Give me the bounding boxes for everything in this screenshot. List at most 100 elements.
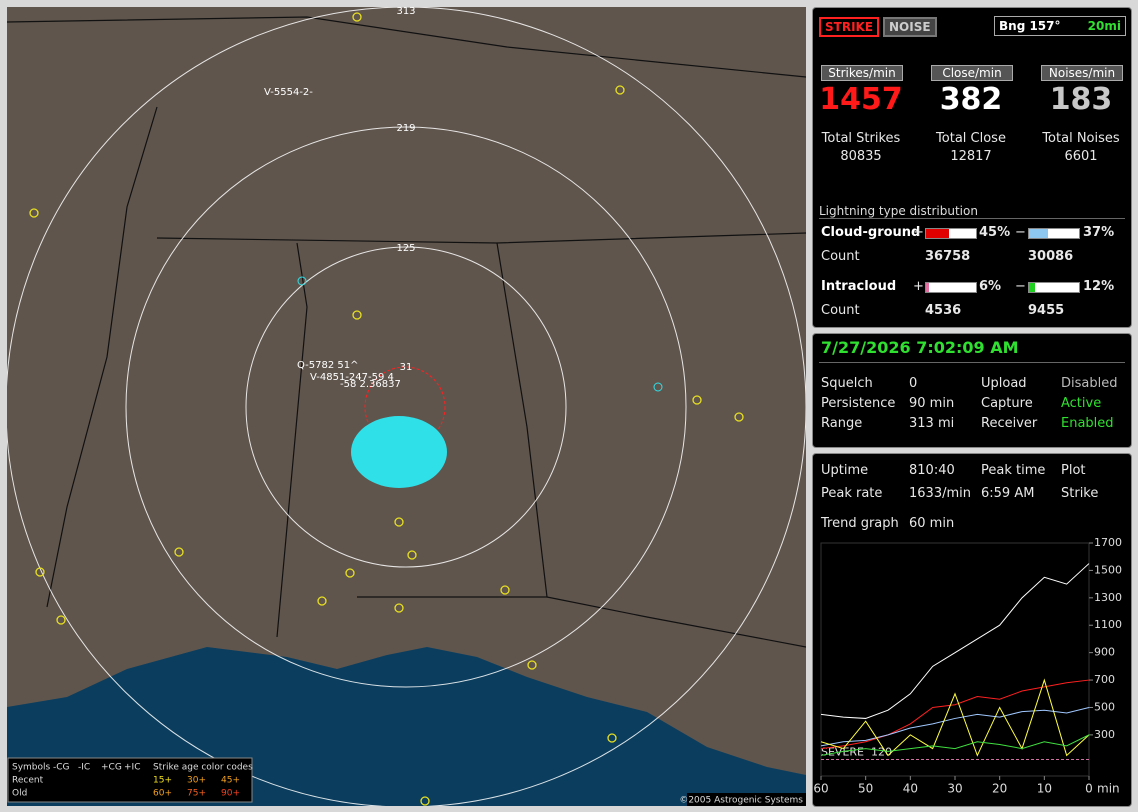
copyright-box xyxy=(687,793,806,806)
datetime: 7/27/2026 7:02:09 AM xyxy=(821,338,1019,357)
legend-age: 90+ xyxy=(221,789,240,799)
bearing-box: Bng 157° 20mi xyxy=(994,16,1126,36)
bar-track xyxy=(925,282,977,293)
stat-label: Peak rate xyxy=(821,486,883,501)
legend-age: 60+ xyxy=(153,789,172,799)
bar-fill xyxy=(1029,283,1035,292)
trend-line xyxy=(820,678,1090,757)
status-value: 0 xyxy=(909,376,918,391)
y-tick-label: 1300 xyxy=(1094,591,1122,604)
y-tick-label: 1700 xyxy=(1094,536,1122,549)
strike-symbol xyxy=(394,517,404,527)
total-value: 12817 xyxy=(950,149,992,164)
separator xyxy=(819,218,1125,219)
x-tick-label: 30 xyxy=(947,782,962,796)
count: 9455 xyxy=(1028,303,1065,318)
strike-symbol xyxy=(297,276,307,286)
stat-value: 60 min xyxy=(909,516,955,531)
border xyxy=(546,596,806,648)
percent: 45% xyxy=(979,225,1011,240)
strike-symbol xyxy=(734,412,744,422)
legend-text: +CG xyxy=(101,763,122,773)
x-tick-label: 50 xyxy=(858,782,873,796)
strike-symbol xyxy=(174,547,184,557)
border xyxy=(7,16,806,78)
status-value: Enabled xyxy=(1061,416,1114,431)
legend-text: Symbols xyxy=(12,763,51,773)
distribution-title: Lightning type distribution xyxy=(819,204,978,218)
count-label: Count xyxy=(821,249,860,264)
strike-symbol xyxy=(352,310,362,320)
strike-symbol xyxy=(56,615,66,625)
legend-text: Recent xyxy=(12,776,44,786)
legend-text: -IC xyxy=(78,763,90,773)
stat-label: Uptime xyxy=(821,463,869,478)
trend-line xyxy=(820,734,1090,756)
noise-button[interactable]: NOISE xyxy=(883,17,937,37)
total-value: 6601 xyxy=(1064,149,1098,164)
x-tick-label: 40 xyxy=(903,782,918,796)
rate-value: 1457 xyxy=(819,82,903,117)
legend: Symbols -CG -IC +CG +IC Strike age color… xyxy=(7,757,253,803)
legend-age: 15+ xyxy=(153,776,172,786)
status-label: Capture xyxy=(981,396,1033,411)
stat-value: 1633/min xyxy=(909,486,971,501)
threshold-value: 120 xyxy=(871,746,892,759)
stats-panel: Uptime 810:40 Peak time Plot Peak rate 1… xyxy=(812,453,1132,807)
legend-age: 75+ xyxy=(187,789,206,799)
percent: 37% xyxy=(1083,225,1115,240)
rate-label: Noises/min xyxy=(1041,65,1123,81)
strike-symbol xyxy=(394,603,404,613)
strike-symbol xyxy=(345,568,355,578)
strike-symbols xyxy=(29,12,744,806)
x-tick-label: 20 xyxy=(992,782,1007,796)
count: 4536 xyxy=(925,303,962,318)
legend-text: Strike age color codes xyxy=(153,763,253,773)
y-tick-label: 1500 xyxy=(1094,563,1122,576)
trend-graph: 300 500 700 900 1100 1300 1500 1700 60 50 40 30 20 10… xyxy=(813,536,1122,796)
strike-symbol xyxy=(500,585,510,595)
strike-symbol xyxy=(527,660,537,670)
border xyxy=(276,242,308,638)
rate-label: Strikes/min xyxy=(821,65,903,81)
range-ring xyxy=(125,126,687,688)
rate-label: Close/min xyxy=(931,65,1013,81)
ring-label: 31 xyxy=(400,362,413,373)
total-label: Total Strikes xyxy=(821,131,901,146)
copyright: ©2005 Astrogenic Systems xyxy=(679,796,803,806)
strike-label: V-5554-2- xyxy=(264,87,313,98)
threshold-label: SEVERE xyxy=(821,746,864,759)
stat-label: Peak time xyxy=(981,463,1046,478)
count: 36758 xyxy=(925,249,971,264)
stat-value: 810:40 xyxy=(909,463,955,478)
sign: − xyxy=(1015,225,1026,240)
bar-track xyxy=(925,228,977,239)
stat-label: Plot xyxy=(1061,463,1086,478)
y-tick-label: 900 xyxy=(1094,646,1115,659)
strike-symbol xyxy=(653,382,663,392)
status-value: Disabled xyxy=(1061,376,1118,391)
strike-symbol xyxy=(35,567,45,577)
strike-cluster xyxy=(351,416,447,488)
strike-symbol xyxy=(29,208,39,218)
bar-fill xyxy=(926,229,949,238)
strike-label: Q-5782 51^ xyxy=(297,360,359,371)
status-value: 313 mi xyxy=(909,416,955,431)
y-tick-label: 300 xyxy=(1094,728,1115,741)
sign: + xyxy=(913,225,924,240)
sign: + xyxy=(913,279,924,294)
type-name: Cloud-ground xyxy=(821,225,921,240)
strike-button[interactable]: STRIKE xyxy=(819,17,880,37)
trend-line xyxy=(820,563,1090,719)
x-tick-label: 60 xyxy=(813,782,828,796)
bar-fill xyxy=(1029,229,1048,238)
strike-label: -58 2.36837 xyxy=(340,379,401,390)
x-tick-label: 0 xyxy=(1085,782,1093,796)
sign: − xyxy=(1015,279,1026,294)
trend-line xyxy=(820,679,1090,750)
status-label: Upload xyxy=(981,376,1027,391)
bar-track xyxy=(1028,282,1080,293)
count: 30086 xyxy=(1028,249,1074,264)
strike-symbol xyxy=(615,85,625,95)
